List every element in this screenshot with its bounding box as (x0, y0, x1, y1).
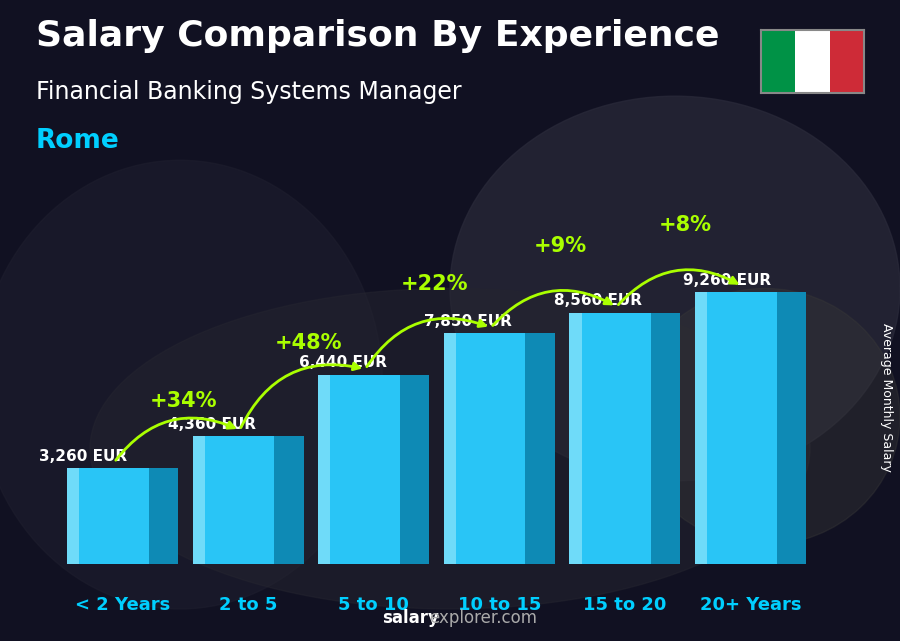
Bar (67, 469, 148, 564)
Text: 9,260 EUR: 9,260 EUR (683, 272, 771, 288)
Bar (695, 292, 777, 564)
Text: 8,560 EUR: 8,560 EUR (554, 293, 642, 308)
Polygon shape (400, 375, 429, 564)
Text: 7,850 EUR: 7,850 EUR (424, 314, 512, 329)
Text: explorer.com: explorer.com (429, 609, 537, 627)
Ellipse shape (0, 160, 382, 609)
Text: < 2 Years: < 2 Years (75, 596, 170, 614)
Bar (760, 30, 795, 93)
Text: salary: salary (382, 609, 439, 627)
Text: Financial Banking Systems Manager: Financial Banking Systems Manager (36, 80, 462, 104)
Bar (319, 375, 400, 564)
Bar (444, 333, 456, 564)
Text: Salary Comparison By Experience: Salary Comparison By Experience (36, 19, 719, 53)
Bar (67, 469, 79, 564)
Polygon shape (148, 469, 178, 564)
Text: 20+ Years: 20+ Years (700, 596, 801, 614)
Polygon shape (651, 313, 680, 564)
Text: +22%: +22% (400, 274, 468, 294)
Text: 2 to 5: 2 to 5 (219, 596, 277, 614)
Text: +8%: +8% (659, 215, 712, 235)
Text: 3,260 EUR: 3,260 EUR (39, 449, 127, 464)
Text: Rome: Rome (36, 128, 120, 154)
Bar (795, 30, 830, 93)
Polygon shape (274, 436, 303, 564)
Text: 6,440 EUR: 6,440 EUR (299, 356, 387, 370)
Bar (193, 436, 205, 564)
Bar (444, 333, 526, 564)
Text: 4,360 EUR: 4,360 EUR (168, 417, 256, 431)
Bar (570, 313, 581, 564)
Text: 5 to 10: 5 to 10 (338, 596, 410, 614)
Text: +48%: +48% (275, 333, 343, 353)
Ellipse shape (450, 96, 900, 481)
Text: 10 to 15: 10 to 15 (457, 596, 541, 614)
Polygon shape (777, 292, 806, 564)
Text: 15 to 20: 15 to 20 (583, 596, 667, 614)
Bar (830, 30, 864, 93)
Polygon shape (526, 333, 554, 564)
Text: Average Monthly Salary: Average Monthly Salary (880, 323, 893, 472)
Ellipse shape (630, 288, 900, 545)
Bar (319, 375, 330, 564)
Text: +9%: +9% (534, 236, 587, 256)
Bar (695, 292, 707, 564)
Bar (570, 313, 651, 564)
Bar (193, 436, 274, 564)
Ellipse shape (90, 288, 810, 609)
Text: +34%: +34% (149, 391, 217, 412)
